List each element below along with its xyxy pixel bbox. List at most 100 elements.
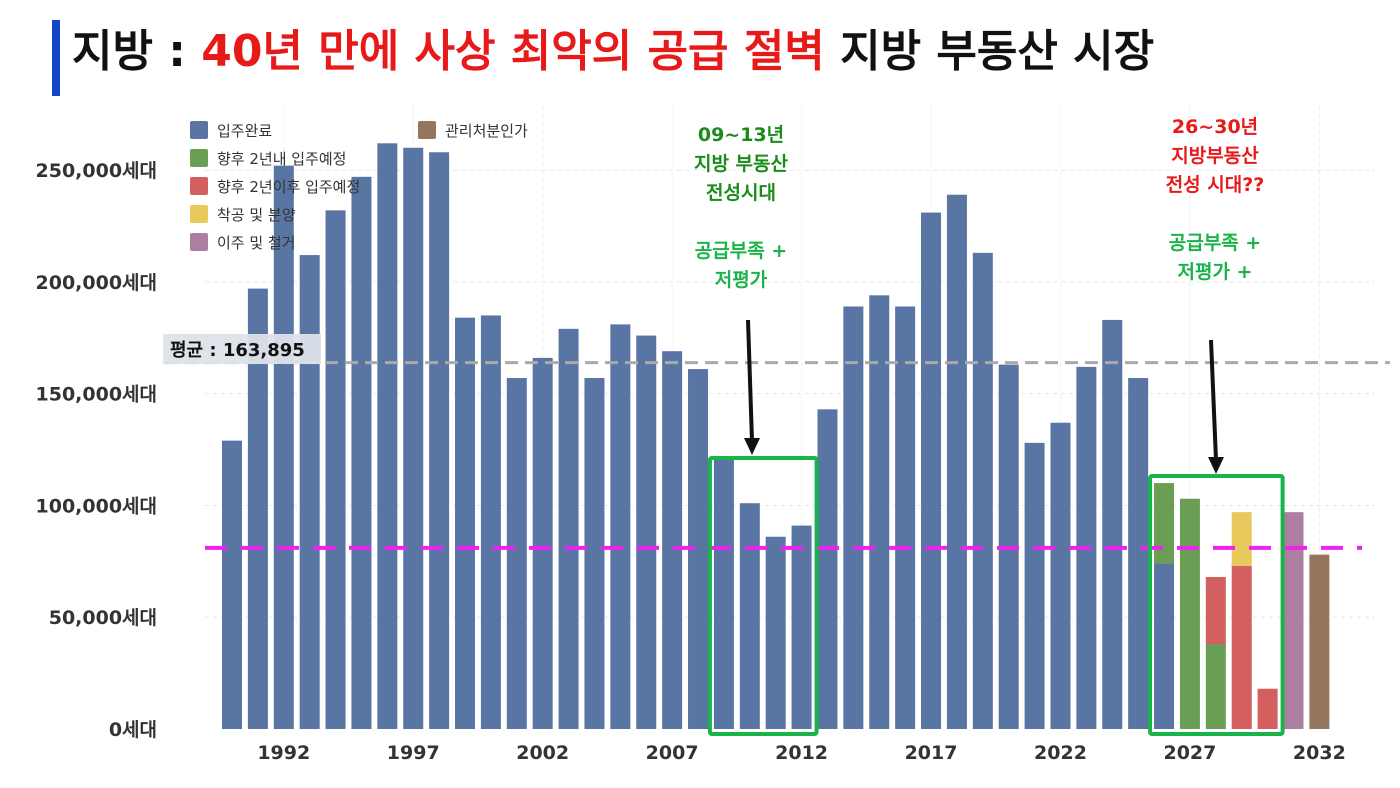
bar-2011: [765, 536, 786, 729]
annotation-line: 공급부족 +: [1168, 232, 1262, 254]
bar-1995: [351, 176, 372, 730]
bar-1998: [429, 152, 450, 730]
bar-2010: [739, 503, 760, 729]
bar-2005: [610, 324, 631, 729]
bar-2025: [1128, 378, 1149, 729]
arrow-head: [744, 438, 760, 455]
bar-2014: [843, 306, 864, 729]
title-suffix: 지방 부동산 시장: [824, 26, 1155, 77]
legend-item: 향후 2년내 입주예정: [190, 146, 346, 170]
bar-2029: [1231, 512, 1252, 566]
y-tick-label: 100,000세대: [36, 495, 158, 517]
bar-2001: [506, 378, 527, 729]
legend-label: 향후 2년내 입주예정: [217, 149, 347, 168]
title-highlight: 40년 만에 사상 최악의 공급 절벽: [201, 26, 825, 77]
bar-2026: [1154, 483, 1175, 564]
bar-2012: [791, 525, 812, 729]
legend-label: 향후 2년이후 입주예정: [217, 177, 361, 196]
y-tick-label: 50,000세대: [49, 607, 157, 629]
bar-1990: [222, 440, 242, 729]
bar-2000: [480, 315, 501, 729]
bar-2028: [1205, 576, 1226, 645]
title-accent-bar: [52, 20, 60, 96]
bar-2018: [946, 194, 967, 729]
legend-swatch: [190, 233, 208, 251]
bar-2015: [869, 295, 890, 729]
bar-2016: [895, 306, 916, 729]
annotation-line: 전성 시대??: [1165, 174, 1265, 196]
x-tick-label: 2002: [516, 742, 569, 764]
legend-label: 이주 및 철거: [217, 233, 296, 252]
bar-2024: [1102, 319, 1123, 729]
annotation-line: 저평가: [714, 269, 768, 291]
legend-label: 입주완료: [217, 121, 273, 140]
x-tick-label: 2032: [1293, 742, 1346, 764]
arrow-shaft: [746, 319, 754, 442]
bar-2021: [1024, 442, 1045, 729]
bar-2030: [1257, 688, 1278, 729]
bar-1994: [325, 210, 346, 729]
arrow-head: [1208, 457, 1224, 474]
annotation-line: 26~30년: [1171, 116, 1259, 138]
legend-item: 이주 및 철거: [190, 230, 296, 254]
bar-2002: [532, 357, 553, 729]
bar-2008: [688, 369, 709, 729]
highlight-box-2009-2012: [707, 456, 819, 736]
bar-2009: [713, 458, 734, 729]
highlight-box-2026-2030: [1148, 474, 1285, 736]
x-tick-label: 2012: [775, 742, 828, 764]
legend-item: 착공 및 분양: [190, 202, 296, 226]
bar-1996: [377, 143, 398, 729]
annotation-line: 공급부족 +: [694, 240, 788, 262]
page-title: 지방 : 40년 만에 사상 최악의 공급 절벽 지방 부동산 시장: [72, 22, 1154, 82]
legend-label: 착공 및 분양: [217, 205, 296, 224]
bar-2031: [1283, 512, 1304, 729]
bar-2032: [1309, 554, 1330, 729]
arrow-shaft: [1209, 339, 1218, 461]
x-tick-label: 2027: [1163, 742, 1216, 764]
legend-swatch: [190, 205, 208, 223]
x-tick-label: 2017: [905, 742, 958, 764]
bar-2027: [1179, 498, 1200, 729]
x-tick-label: 2022: [1034, 742, 1087, 764]
average-label-bg: [163, 334, 321, 364]
bar-2022: [1050, 422, 1071, 729]
bar-2019: [972, 252, 993, 729]
bar-2013: [817, 409, 838, 729]
bar-1991: [247, 288, 268, 729]
title-prefix: 지방 :: [72, 26, 202, 77]
bar-2007: [662, 351, 683, 729]
annotation-line: 09~13년: [697, 124, 785, 146]
bar-2026: [1154, 563, 1175, 729]
bar-1999: [455, 317, 476, 729]
annotation-line: 지방 부동산: [693, 153, 788, 175]
bar-1997: [403, 147, 424, 729]
legend-swatch: [190, 149, 208, 167]
bar-2006: [636, 335, 657, 729]
bar-2004: [584, 378, 605, 729]
bar-2029: [1231, 565, 1252, 729]
bar-1992: [273, 165, 294, 730]
y-tick-label: 200,000세대: [36, 272, 158, 294]
legend-item: 관리처분인가: [418, 118, 528, 142]
y-tick-label: 0세대: [109, 719, 157, 741]
x-tick-label: 2007: [646, 742, 699, 764]
x-tick-label: 1997: [387, 742, 440, 764]
bar-1993: [299, 255, 320, 729]
annotation-line: [1150, 200, 1280, 229]
annotation-line: 저평가 +: [1177, 261, 1253, 283]
legend-swatch: [190, 121, 208, 139]
bar-2003: [558, 328, 579, 729]
legend-item: 향후 2년이후 입주예정: [190, 174, 360, 198]
legend-item: 입주완료: [190, 118, 272, 142]
legend-swatch: [418, 121, 436, 139]
annotation-line: 지방부동산: [1171, 145, 1259, 167]
x-tick-label: 1992: [257, 742, 310, 764]
legend-label: 관리처분인가: [445, 121, 528, 140]
annotation-line: 전성시대: [706, 182, 776, 204]
average-label: 평균 : 163,895: [170, 340, 305, 361]
y-tick-label: 150,000세대: [36, 384, 158, 406]
bar-2028: [1205, 644, 1226, 729]
